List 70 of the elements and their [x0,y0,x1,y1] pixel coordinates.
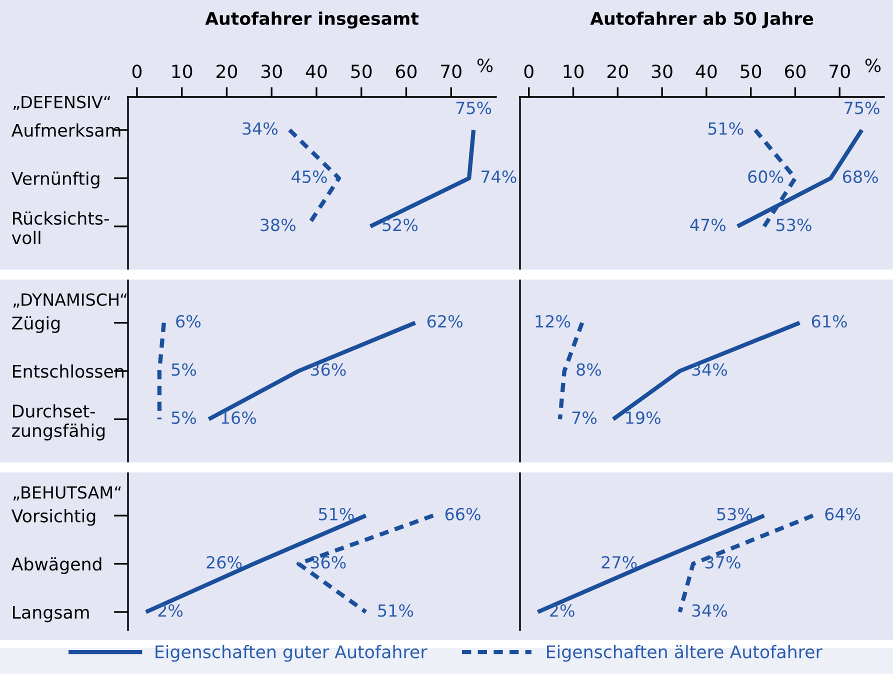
x-tick-label: 10 [564,64,584,78]
y-tick-label: Abwägend [11,557,102,574]
y-tick-label: Entschlossen [13,364,124,378]
x-tick-label: 50 [351,64,372,78]
text: „BEHUTSAM“ [13,486,121,500]
data-label: 27% [602,556,637,569]
data-label: 75% [456,102,492,114]
y-tick-label: Zügig [12,316,60,334]
data-label: 8% [576,363,602,376]
x-axis-title: % [477,58,493,72]
x-tick-label: 40 [306,64,327,78]
data-label: 16% [222,411,256,424]
x-tick-label: 0 [524,64,534,78]
data-label: 74% [482,170,516,184]
data-label: 34% [242,122,278,135]
data-label: 12% [536,315,570,328]
data-label: 2% [158,604,183,617]
data-label: 45% [292,170,327,184]
data-label: 34% [692,604,728,617]
y-tick-label: Aufmerksam [11,123,120,137]
y-tick-label: Durchset- zungsfähig [12,404,105,440]
x-tick-label: 60 [784,64,806,78]
chart-title: Autofahrer ab 50 Jahre [590,12,814,28]
x-tick-label: 70 [830,64,850,78]
data-label: 5% [172,411,196,424]
x-tick-label: 30 [262,64,282,78]
x-tick-label: 10 [172,64,192,78]
data-label: 66% [445,508,480,520]
data-label: 51% [708,122,744,135]
data-label: 7% [572,411,597,424]
x-axis-title: % [865,58,881,72]
x-tick-label: 40 [696,64,717,78]
data-label: 53% [717,508,752,520]
data-label: 52% [382,218,418,232]
legend-label: Eigenschaften ältere Autofahrer [547,644,822,662]
data-label: 36% [310,556,346,569]
data-label: 60% [748,170,784,184]
x-tick-label: 70 [441,64,462,78]
data-label: 19% [626,411,660,424]
y-tick-label: Langsam [13,606,89,622]
data-label: 62% [427,315,462,328]
data-label: 64% [825,508,860,520]
text: „DEFENSIV“ [13,96,110,110]
data-label: 34% [692,363,728,376]
x-tick-label: 60 [396,64,417,78]
x-tick-label: 0 [132,64,142,78]
y-tick-label: Vernünftig [11,172,100,188]
data-label: 47% [690,218,726,232]
chart-title: Autofahrer insgesamt [205,12,419,29]
data-label: 51% [378,604,414,617]
data-label: 36% [310,363,346,376]
data-label: 5% [172,363,196,376]
data-label: 75% [844,102,880,114]
data-label: 53% [776,218,812,232]
data-label: 2% [550,604,574,617]
x-tick-label: 50 [740,64,762,78]
x-tick-label: 20 [216,64,238,78]
data-label: 51% [318,508,354,520]
y-tick-label: Vorsichtig [11,509,96,526]
data-label: 6% [176,315,201,328]
data-label: 61% [812,315,847,328]
y-tick-label: Rücksichts- voll [12,211,109,244]
legend-label: Eigenschaften guter Autofahrer [156,644,428,662]
data-label: 68% [843,170,878,184]
data-label: 37% [706,556,740,569]
x-tick-label: 30 [652,64,672,78]
data-label: 38% [260,218,296,232]
text: „DYNAMISCH“ [13,293,127,308]
x-tick-label: 20 [607,64,628,78]
data-label: 26% [206,556,242,569]
